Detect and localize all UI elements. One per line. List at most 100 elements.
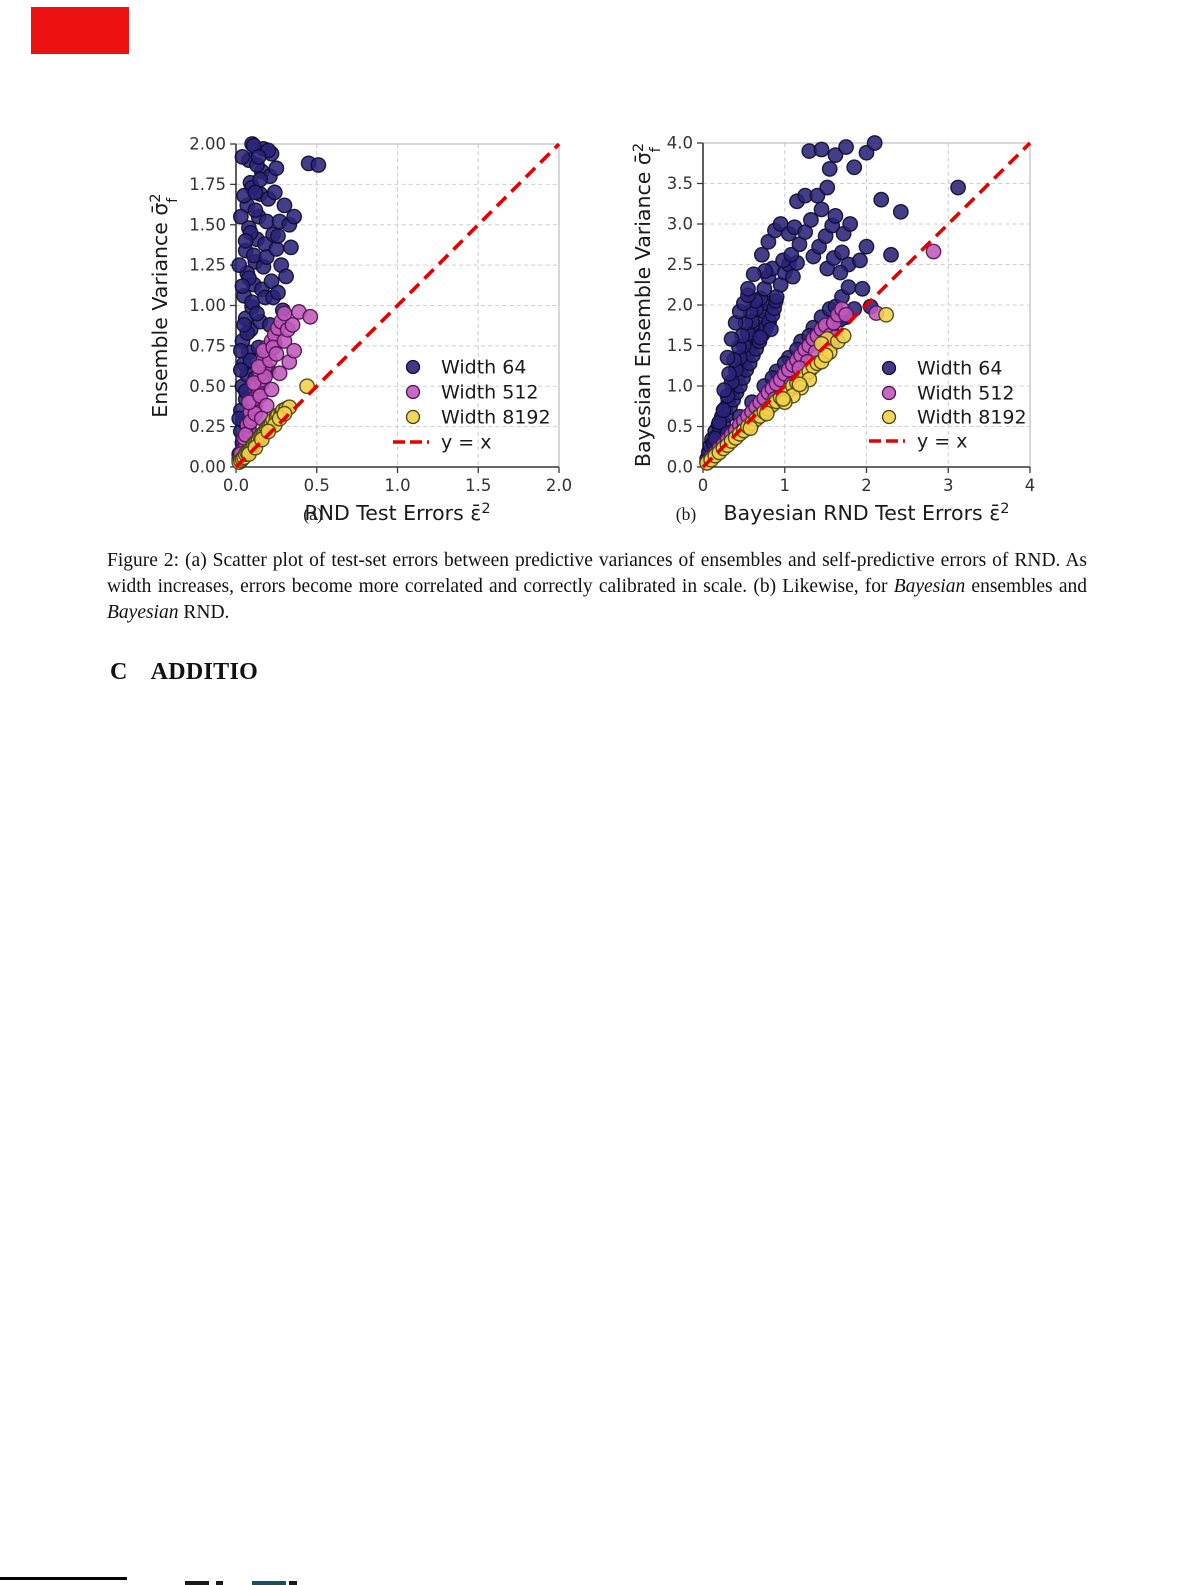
- data-point: [834, 244, 850, 261]
- legend-label: Width 512: [917, 383, 1015, 405]
- data-point: [838, 139, 854, 155]
- footnote-link-fragment: [252, 1581, 286, 1585]
- x-tick-label: 1.0: [384, 476, 410, 495]
- data-point: [260, 423, 277, 440]
- caption-run: Bayesian: [107, 601, 179, 623]
- y-axis-label: Ensemble Variance σ̄2f: [148, 193, 181, 417]
- data-point: [268, 346, 285, 362]
- y-tick-label: 4.0: [667, 134, 693, 153]
- data-point: [283, 239, 299, 256]
- y-tick-label: 0.5: [667, 417, 693, 436]
- data-point: [783, 246, 800, 263]
- x-tick-label: 2.0: [546, 476, 572, 495]
- data-point: [250, 149, 267, 165]
- y-tick-label: 1.50: [189, 215, 226, 234]
- data-point: [740, 280, 756, 297]
- legend-label: Width 64: [917, 358, 1002, 380]
- data-point: [852, 252, 868, 269]
- identity-line: [701, 141, 1032, 469]
- footnote-rule: [0, 1577, 127, 1580]
- x-tick-label: 0.5: [304, 476, 330, 495]
- data-point: [302, 308, 319, 325]
- data-point: [866, 135, 883, 151]
- caption-run: RND.: [178, 601, 230, 623]
- data-point: [752, 329, 769, 346]
- y-tick-label: 0.0: [667, 458, 693, 477]
- data-point: [270, 284, 286, 301]
- data-point: [247, 202, 264, 219]
- y-tick-label: 1.00: [189, 296, 226, 315]
- y-tick-label: 1.0: [667, 377, 693, 396]
- x-tick-label: 1: [780, 476, 791, 495]
- footnote-text-fragment: [185, 1581, 209, 1585]
- data-point: [232, 342, 249, 359]
- data-point: [232, 208, 249, 225]
- data-point: [716, 382, 733, 398]
- data-point: [813, 141, 830, 158]
- data-point: [310, 157, 327, 173]
- legend-label: y = x: [917, 431, 968, 453]
- data-point: [721, 365, 738, 382]
- y-tick-label: 2.5: [667, 255, 693, 274]
- data-point: [813, 201, 830, 218]
- data-point: [745, 266, 762, 283]
- legend-label: Width 8192: [441, 407, 551, 429]
- data-point: [950, 179, 966, 196]
- data-point: [286, 342, 303, 359]
- data-point: [775, 391, 792, 407]
- data-point: [249, 305, 265, 322]
- data-point: [840, 279, 857, 296]
- data-point: [234, 149, 251, 165]
- data-point: [892, 203, 909, 220]
- data-point: [819, 179, 836, 196]
- section-heading: C ADDITIO: [110, 659, 258, 686]
- y-tick-label: 1.25: [189, 256, 226, 275]
- data-point: [858, 238, 875, 255]
- data-point: [271, 365, 288, 382]
- data-point: [237, 232, 254, 249]
- y-tick-label: 0.75: [189, 336, 226, 355]
- section-title: ADDITIO: [150, 659, 259, 685]
- data-point: [803, 212, 819, 228]
- legend-marker: [881, 385, 897, 401]
- data-point: [270, 228, 286, 244]
- data-point: [827, 207, 844, 224]
- data-point: [838, 306, 854, 323]
- section-number: C: [110, 659, 128, 685]
- legend-marker: [881, 409, 897, 425]
- footnote-text-fragment: [216, 1581, 223, 1585]
- data-point: [925, 243, 942, 260]
- data-point: [234, 278, 251, 295]
- legend-marker: [881, 360, 897, 376]
- data-point: [268, 241, 285, 257]
- caption-run: Figure 2: (a) Scatter plot of test-set e…: [107, 550, 1087, 597]
- data-point: [827, 147, 844, 164]
- plot-a-legend: Width 64 Width 512 Width 8192 y = x: [393, 357, 551, 454]
- y-tick-label: 0.50: [189, 377, 226, 396]
- x-tick-label: 3: [943, 476, 954, 495]
- caption-run: ensembles and: [965, 575, 1087, 597]
- data-point: [231, 257, 248, 274]
- legend-label: Width 8192: [917, 407, 1027, 429]
- legend-marker: [405, 384, 421, 400]
- data-point: [791, 376, 808, 393]
- data-point: [268, 160, 285, 177]
- data-point: [719, 349, 736, 366]
- data-point: [266, 184, 283, 201]
- caption-run: Bayesian: [893, 575, 966, 597]
- x-axis-label: Bayesian RND Test Errors ε̄2: [723, 501, 1009, 525]
- legend-label: y = x: [441, 432, 492, 454]
- x-tick-label: 0.0: [223, 476, 249, 495]
- legend-marker: [405, 359, 421, 375]
- data-point: [276, 197, 293, 214]
- figure-2-canvas: 0.0 0.5 1.0 1.5 2.00.000.250.500.751.001.251…: [148, 134, 1035, 526]
- data-point: [842, 216, 859, 232]
- data-point: [873, 191, 890, 208]
- y-axis-label: Bayesian Ensemble Variance σ̄2f: [631, 143, 664, 467]
- data-point: [753, 246, 770, 263]
- data-point: [715, 402, 732, 419]
- red-marker-box: [31, 7, 129, 54]
- data-point: [723, 331, 740, 347]
- data-point: [263, 381, 280, 398]
